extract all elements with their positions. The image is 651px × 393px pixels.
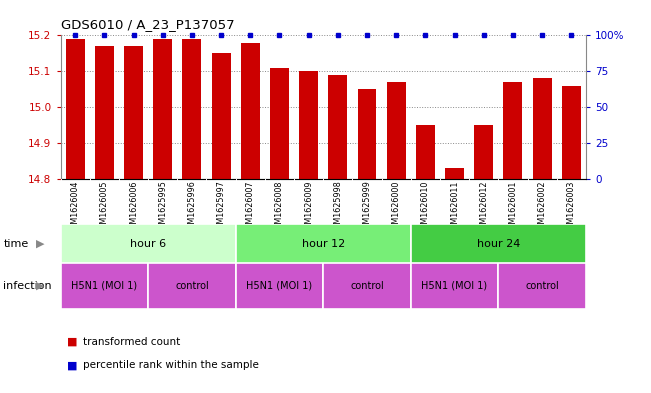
Text: GSM1626003: GSM1626003: [567, 180, 575, 233]
Text: ▶: ▶: [36, 239, 45, 249]
Bar: [236, 263, 323, 309]
Bar: [411, 224, 586, 263]
Text: GSM1625999: GSM1625999: [363, 180, 372, 234]
Bar: [533, 78, 551, 179]
Text: hour 12: hour 12: [301, 239, 345, 249]
Text: percentile rank within the sample: percentile rank within the sample: [83, 360, 259, 371]
Text: control: control: [525, 281, 559, 291]
Text: GSM1626000: GSM1626000: [392, 180, 400, 233]
Text: GSM1626005: GSM1626005: [100, 180, 109, 234]
Bar: [236, 224, 411, 263]
Text: GDS6010 / A_23_P137057: GDS6010 / A_23_P137057: [61, 18, 234, 31]
Bar: [182, 39, 201, 179]
Text: GSM1625996: GSM1625996: [187, 180, 197, 234]
Bar: [241, 42, 260, 179]
Text: time: time: [3, 239, 29, 249]
Bar: [299, 71, 318, 179]
Bar: [148, 263, 236, 309]
Bar: [411, 263, 498, 309]
Text: GSM1626012: GSM1626012: [479, 180, 488, 234]
Text: ■: ■: [67, 337, 77, 347]
Bar: [95, 46, 114, 179]
Text: GSM1626008: GSM1626008: [275, 180, 284, 233]
Text: H5N1 (MOI 1): H5N1 (MOI 1): [421, 281, 488, 291]
Bar: [387, 82, 406, 179]
Text: ■: ■: [67, 360, 77, 371]
Text: transformed count: transformed count: [83, 337, 180, 347]
Bar: [61, 263, 148, 309]
Text: H5N1 (MOI 1): H5N1 (MOI 1): [246, 281, 312, 291]
Bar: [475, 125, 493, 179]
Text: control: control: [175, 281, 209, 291]
Text: GSM1626007: GSM1626007: [246, 180, 255, 234]
Text: ▶: ▶: [36, 281, 45, 291]
Text: GSM1625998: GSM1625998: [333, 180, 342, 234]
Bar: [562, 86, 581, 179]
Text: GSM1626002: GSM1626002: [538, 180, 547, 234]
Text: GSM1626004: GSM1626004: [71, 180, 79, 233]
Bar: [212, 53, 230, 179]
Text: control: control: [350, 281, 384, 291]
Text: infection: infection: [3, 281, 52, 291]
Text: H5N1 (MOI 1): H5N1 (MOI 1): [71, 281, 137, 291]
Bar: [445, 168, 464, 179]
Bar: [328, 75, 347, 179]
Bar: [503, 82, 522, 179]
Bar: [416, 125, 435, 179]
Text: GSM1626011: GSM1626011: [450, 180, 459, 233]
Text: hour 24: hour 24: [477, 239, 520, 249]
Bar: [498, 263, 586, 309]
Text: GSM1626001: GSM1626001: [508, 180, 518, 233]
Bar: [61, 224, 236, 263]
Bar: [153, 39, 172, 179]
Text: GSM1625995: GSM1625995: [158, 180, 167, 234]
Bar: [323, 263, 411, 309]
Text: GSM1626009: GSM1626009: [304, 180, 313, 234]
Bar: [357, 89, 376, 179]
Text: GSM1626006: GSM1626006: [129, 180, 138, 233]
Bar: [66, 39, 85, 179]
Bar: [124, 46, 143, 179]
Text: hour 6: hour 6: [130, 239, 166, 249]
Bar: [270, 68, 289, 179]
Text: GSM1626010: GSM1626010: [421, 180, 430, 233]
Text: GSM1625997: GSM1625997: [217, 180, 225, 234]
